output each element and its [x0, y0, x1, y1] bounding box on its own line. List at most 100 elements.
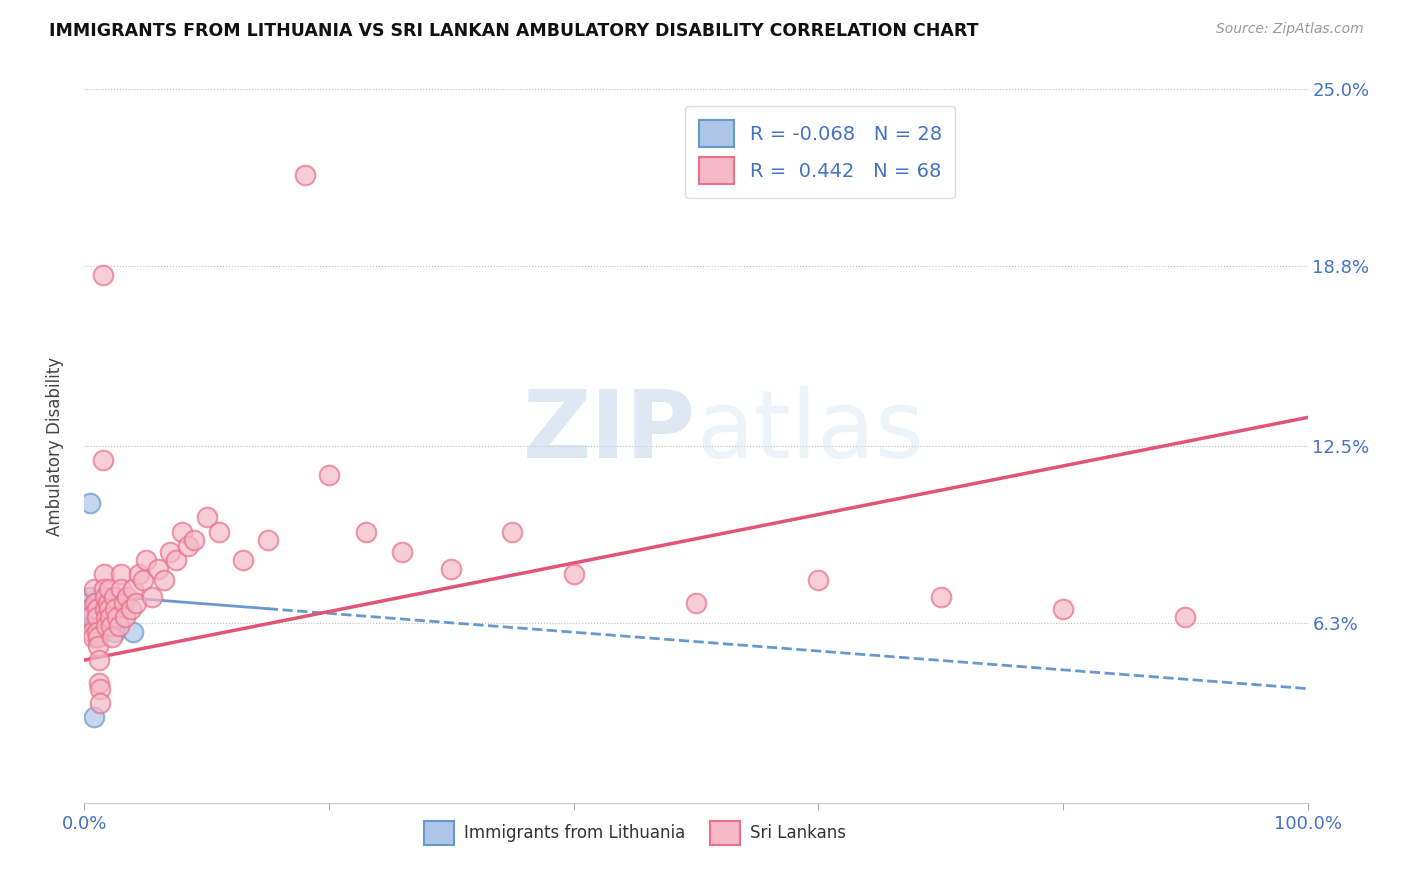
Point [83, 582, 105, 596]
Point [84, 596, 107, 610]
Point [94, 601, 117, 615]
Point [104, 601, 127, 615]
Point [1174, 610, 1197, 624]
Point [79, 496, 101, 510]
Point [84, 596, 107, 610]
Point [83, 619, 105, 633]
Point [83, 613, 105, 627]
Point [98, 610, 121, 624]
Point [86, 624, 108, 639]
Point [135, 553, 157, 567]
Point [91, 268, 114, 282]
Point [208, 524, 231, 539]
Point [122, 582, 145, 596]
Point [685, 596, 707, 610]
Point [391, 544, 413, 558]
Point [104, 624, 127, 639]
Point [440, 562, 463, 576]
Point [100, 615, 122, 630]
Point [172, 524, 194, 539]
Point [125, 596, 148, 610]
Point [153, 573, 176, 587]
Point [86, 615, 108, 630]
Point [86, 630, 108, 644]
Point [86, 610, 108, 624]
Point [232, 553, 254, 567]
Point [110, 582, 132, 596]
Point [562, 567, 585, 582]
Point [79, 610, 101, 624]
Point [86, 601, 108, 615]
Point [354, 524, 377, 539]
Y-axis label: Ambulatory Disability: Ambulatory Disability [45, 357, 63, 535]
Point [114, 610, 136, 624]
Point [79, 601, 101, 615]
Point [91, 453, 114, 467]
Point [94, 591, 117, 605]
Point [146, 562, 169, 576]
Point [87, 676, 110, 690]
Point [122, 624, 145, 639]
Point [87, 639, 110, 653]
Point [96, 610, 118, 624]
Point [91, 613, 114, 627]
Point [807, 573, 830, 587]
Point [79, 601, 101, 615]
Point [502, 524, 524, 539]
Point [87, 653, 110, 667]
Text: Source: ZipAtlas.com: Source: ZipAtlas.com [1216, 22, 1364, 37]
Point [103, 591, 125, 605]
Point [79, 591, 101, 605]
Point [82, 630, 104, 644]
Text: IMMIGRANTS FROM LITHUANIA VS SRI LANKAN AMBULATORY DISABILITY CORRELATION CHART: IMMIGRANTS FROM LITHUANIA VS SRI LANKAN … [49, 22, 979, 40]
Point [80, 624, 103, 639]
Point [87, 610, 110, 624]
Point [96, 610, 118, 624]
Legend: Immigrants from Lithuania, Sri Lankans: Immigrants from Lithuania, Sri Lankans [418, 814, 852, 852]
Point [159, 544, 181, 558]
Text: ZIP: ZIP [523, 385, 696, 478]
Point [128, 567, 150, 582]
Point [100, 619, 122, 633]
Point [83, 710, 105, 724]
Point [89, 681, 111, 696]
Point [141, 591, 163, 605]
Text: atlas: atlas [696, 385, 924, 478]
Point [110, 601, 132, 615]
Point [257, 533, 280, 548]
Point [97, 596, 120, 610]
Point [89, 615, 111, 630]
Point [93, 582, 115, 596]
Point [195, 510, 218, 524]
Point [177, 539, 200, 553]
Point [929, 591, 952, 605]
Point [87, 630, 110, 644]
Point [87, 596, 110, 610]
Point [84, 601, 107, 615]
Point [183, 533, 205, 548]
Point [105, 610, 128, 624]
Point [87, 619, 110, 633]
Point [101, 630, 124, 644]
Point [112, 596, 135, 610]
Point [82, 610, 104, 624]
Point [120, 601, 142, 615]
Point [132, 573, 155, 587]
Point [89, 696, 111, 710]
Point [82, 605, 104, 619]
Point [165, 553, 187, 567]
Point [97, 582, 120, 596]
Point [86, 624, 108, 639]
Point [96, 619, 118, 633]
Point [91, 601, 114, 615]
Point [294, 168, 316, 182]
Point [110, 567, 132, 582]
Point [1052, 601, 1074, 615]
Point [84, 610, 107, 624]
Point [93, 567, 115, 582]
Point [115, 591, 138, 605]
Point [87, 605, 110, 619]
Point [107, 619, 129, 633]
Point [97, 601, 120, 615]
Point [89, 610, 111, 624]
